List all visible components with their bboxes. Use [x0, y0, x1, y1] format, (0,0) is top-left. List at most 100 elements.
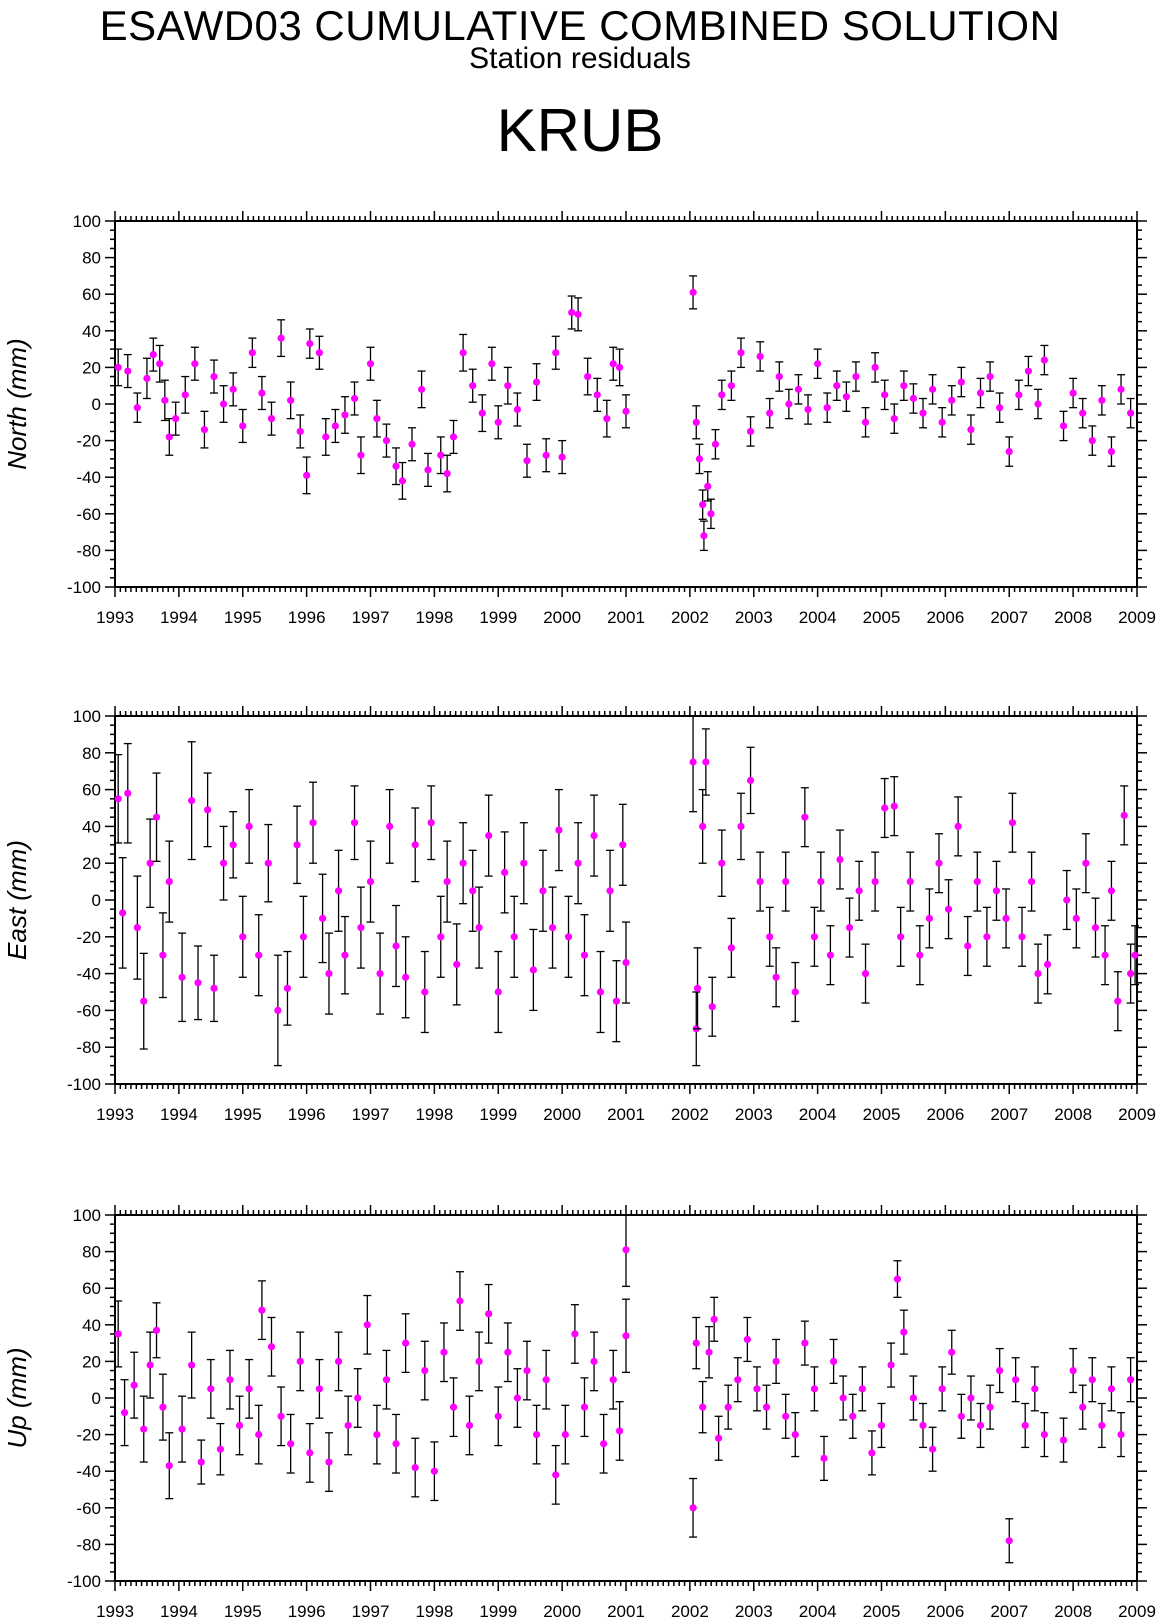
data-point	[762, 1403, 771, 1411]
data-point	[571, 1330, 579, 1338]
data-point	[702, 758, 710, 766]
data-point	[689, 1504, 697, 1512]
data-point	[890, 415, 898, 423]
data-point	[299, 933, 308, 941]
data-point	[1034, 400, 1042, 408]
data-point	[986, 372, 994, 381]
data-point	[459, 349, 467, 357]
data-point	[133, 924, 141, 932]
data-point	[475, 1357, 483, 1365]
data-point	[558, 453, 566, 461]
data-point	[689, 758, 697, 766]
x-tick-label: 1997	[352, 1105, 390, 1124]
data-point	[152, 1326, 161, 1334]
data-point	[1120, 811, 1128, 819]
x-tick-label: 2004	[799, 1602, 837, 1621]
data-point	[1059, 422, 1068, 430]
data-point	[523, 457, 531, 465]
data-point	[350, 819, 359, 827]
data-point	[929, 1445, 937, 1453]
data-point	[354, 1394, 362, 1402]
data-point	[976, 1421, 985, 1430]
data-point	[449, 1403, 458, 1411]
x-tick-label: 2006	[926, 1105, 964, 1124]
data-point	[219, 400, 228, 408]
data-point	[392, 942, 400, 950]
data-point	[341, 411, 349, 419]
data-point	[255, 1431, 263, 1439]
x-tick-label: 2000	[543, 1602, 581, 1621]
data-point	[418, 385, 426, 393]
data-point	[724, 1403, 732, 1411]
data-point	[229, 841, 237, 849]
data-point	[277, 334, 285, 342]
x-tick-label: 2004	[799, 1105, 837, 1124]
data-point	[1021, 1421, 1029, 1430]
data-point	[596, 988, 605, 996]
data-point	[264, 859, 272, 867]
data-point	[746, 427, 755, 436]
data-point	[239, 422, 247, 430]
data-point	[1079, 1403, 1087, 1411]
y-axis-label: Up (mm)	[2, 1347, 32, 1448]
data-point	[402, 973, 410, 981]
data-point	[363, 1321, 371, 1329]
data-point	[226, 1376, 234, 1384]
data-point	[133, 404, 141, 412]
data-point	[791, 988, 799, 996]
y-axis-label: East (mm)	[2, 840, 32, 960]
data-point	[919, 1421, 927, 1430]
data-point	[791, 1431, 799, 1439]
data-point	[746, 776, 755, 785]
data-point	[996, 404, 1004, 412]
data-point	[523, 1366, 531, 1375]
y-tick-label: 20	[82, 358, 101, 377]
data-point	[881, 804, 889, 812]
data-point	[929, 385, 937, 393]
data-point	[386, 822, 394, 831]
data-point	[287, 396, 295, 404]
data-point	[893, 1275, 902, 1283]
data-point	[513, 1394, 522, 1402]
y-tick-label: 40	[82, 1316, 101, 1335]
data-point	[235, 1421, 244, 1430]
x-tick-label: 2002	[671, 1602, 709, 1621]
y-tick-label: 100	[73, 1206, 101, 1225]
y-tick-label: -40	[76, 965, 101, 984]
data-point	[836, 855, 844, 864]
x-tick-label: 2009	[1118, 1602, 1156, 1621]
data-point	[350, 394, 359, 403]
data-point	[855, 887, 863, 895]
data-point	[437, 451, 445, 459]
data-point	[494, 988, 502, 996]
data-point	[296, 1357, 304, 1365]
data-point	[715, 1434, 723, 1442]
data-point	[622, 958, 630, 967]
data-point	[124, 789, 132, 797]
data-point	[207, 1385, 215, 1393]
data-point	[552, 1471, 560, 1479]
data-point	[267, 1343, 276, 1351]
data-point	[552, 349, 560, 357]
data-point	[707, 510, 715, 518]
data-point	[692, 418, 700, 426]
data-point	[868, 1449, 876, 1457]
y-tick-label: -80	[76, 1535, 101, 1554]
data-point	[443, 469, 451, 478]
y-axis-label: North (mm)	[2, 338, 32, 469]
y-tick-label: -100	[67, 1075, 101, 1094]
data-point	[756, 352, 764, 361]
data-point	[612, 997, 621, 1005]
data-point	[900, 382, 908, 390]
station-name: KRUB	[496, 97, 664, 164]
data-point	[114, 1330, 122, 1338]
data-point	[967, 1394, 975, 1402]
data-point	[178, 1425, 186, 1433]
data-point	[871, 363, 879, 371]
data-point	[494, 418, 502, 426]
data-point	[341, 951, 349, 959]
data-point	[699, 501, 707, 509]
x-tick-label: 2000	[543, 1105, 581, 1124]
data-point	[954, 822, 962, 831]
data-point	[737, 349, 745, 357]
